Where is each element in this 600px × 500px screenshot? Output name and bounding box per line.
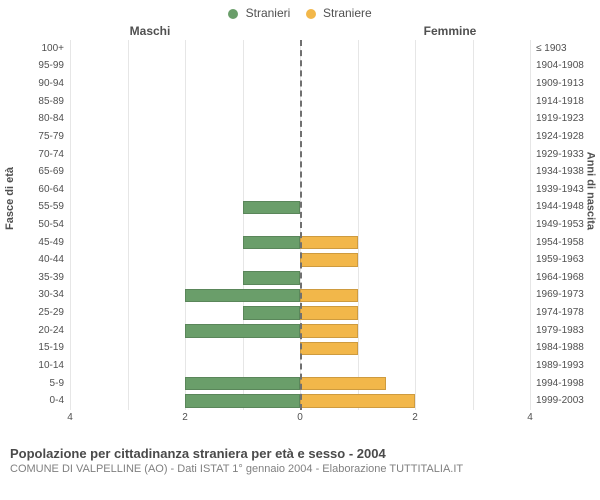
year-label: ≤ 1903 [536, 43, 600, 54]
age-label: 95-99 [0, 60, 64, 71]
bar-female [300, 342, 358, 356]
bar-male [185, 377, 300, 391]
year-label: 1969-1973 [536, 289, 600, 300]
legend-label-male: Stranieri [246, 6, 291, 20]
legend-item-female: Straniere [306, 6, 372, 20]
year-label: 1934-1938 [536, 166, 600, 177]
gridline [530, 40, 531, 410]
caption: Popolazione per cittadinanza straniera p… [0, 440, 600, 475]
year-label: 1909-1913 [536, 78, 600, 89]
year-label: 1914-1918 [536, 96, 600, 107]
age-label: 30-34 [0, 289, 64, 300]
year-label: 1929-1933 [536, 149, 600, 160]
bar-male [243, 306, 301, 320]
age-label: 35-39 [0, 272, 64, 283]
year-label: 1944-1948 [536, 201, 600, 212]
bar-male [185, 289, 300, 303]
year-label: 1924-1928 [536, 131, 600, 142]
legend-label-female: Straniere [323, 6, 372, 20]
year-label: 1999-2003 [536, 395, 600, 406]
year-label: 1994-1998 [536, 378, 600, 389]
x-tick-label: 0 [297, 412, 303, 423]
bar-male [185, 324, 300, 338]
bar-female [300, 377, 386, 391]
caption-subtitle: COMUNE DI VALPELLINE (AO) - Dati ISTAT 1… [10, 463, 590, 475]
year-label: 1954-1958 [536, 237, 600, 248]
age-label: 65-69 [0, 166, 64, 177]
bar-female [300, 306, 358, 320]
age-label: 70-74 [0, 149, 64, 160]
age-label: 10-14 [0, 360, 64, 371]
age-label: 45-49 [0, 237, 64, 248]
bar-female [300, 236, 358, 250]
legend-swatch-male [228, 9, 238, 19]
center-line [300, 40, 302, 410]
caption-title: Popolazione per cittadinanza straniera p… [10, 446, 590, 461]
age-label: 60-64 [0, 184, 64, 195]
age-label: 85-89 [0, 96, 64, 107]
column-title-female: Femmine [300, 24, 600, 38]
x-tick-label: 4 [527, 412, 533, 423]
year-label: 1959-1963 [536, 254, 600, 265]
age-label: 0-4 [0, 395, 64, 406]
bar-female [300, 289, 358, 303]
bar-male [185, 394, 300, 408]
age-label: 20-24 [0, 325, 64, 336]
year-label: 1989-1993 [536, 360, 600, 371]
age-label: 40-44 [0, 254, 64, 265]
bar-female [300, 394, 415, 408]
year-label: 1964-1968 [536, 272, 600, 283]
bar-male [243, 236, 301, 250]
age-label: 80-84 [0, 113, 64, 124]
year-label: 1979-1983 [536, 325, 600, 336]
age-label: 15-19 [0, 342, 64, 353]
age-label: 55-59 [0, 201, 64, 212]
year-label: 1949-1953 [536, 219, 600, 230]
year-label: 1919-1923 [536, 113, 600, 124]
year-label: 1984-1988 [536, 342, 600, 353]
plot-area [70, 40, 530, 410]
legend-swatch-female [306, 9, 316, 19]
chart: Maschi Femmine Fasce di età Anni di nasc… [0, 20, 600, 440]
year-label: 1939-1943 [536, 184, 600, 195]
age-label: 5-9 [0, 378, 64, 389]
age-label: 25-29 [0, 307, 64, 318]
legend: Stranieri Straniere [0, 0, 600, 20]
bar-female [300, 253, 358, 267]
bar-male [243, 201, 301, 215]
column-title-male: Maschi [0, 24, 300, 38]
age-label: 75-79 [0, 131, 64, 142]
year-label: 1904-1908 [536, 60, 600, 71]
x-tick-label: 4 [67, 412, 73, 423]
bar-male [243, 271, 301, 285]
legend-item-male: Stranieri [228, 6, 290, 20]
age-label: 50-54 [0, 219, 64, 230]
age-label: 90-94 [0, 78, 64, 89]
bar-female [300, 324, 358, 338]
age-label: 100+ [0, 43, 64, 54]
x-tick-label: 2 [182, 412, 188, 423]
x-tick-label: 2 [412, 412, 418, 423]
year-label: 1974-1978 [536, 307, 600, 318]
